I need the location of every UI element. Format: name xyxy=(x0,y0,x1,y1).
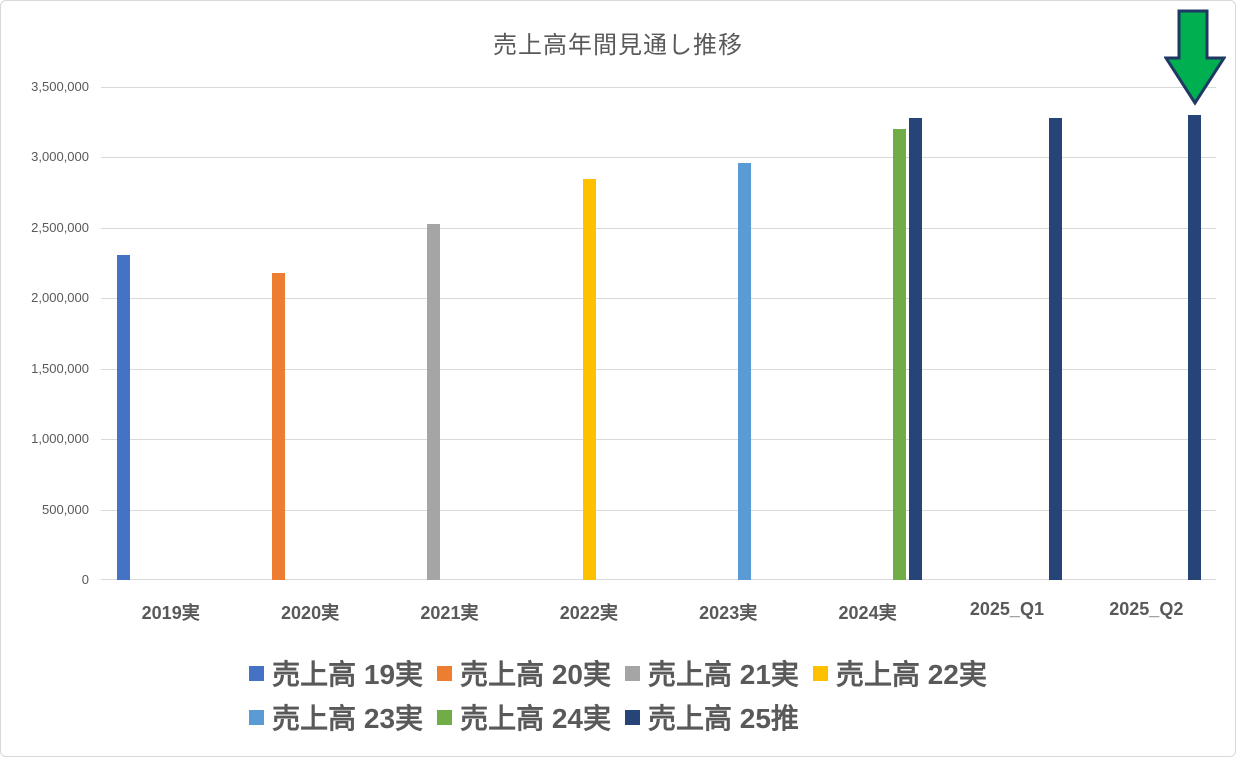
legend-label: 売上高 19実 xyxy=(272,659,424,690)
legend-item-売上高 23実[interactable]: 売上高 23実 xyxy=(249,697,423,737)
legend-item-売上高 22実[interactable]: 売上高 22実 xyxy=(812,653,987,693)
bar-売上高 25推-2025_Q1[interactable] xyxy=(1048,118,1062,580)
gridline xyxy=(101,439,1216,440)
chart-title[interactable]: 売上高年間見通し推移 xyxy=(493,32,743,59)
y-axis-label: 1,000,000 xyxy=(31,431,89,446)
gridline xyxy=(101,87,1216,88)
gridline xyxy=(101,228,1216,229)
x-axis-label-2021実: 2021実 xyxy=(420,603,479,623)
bar-売上高 20実-2020実[interactable] xyxy=(271,273,285,580)
gridline xyxy=(101,510,1216,511)
bar-売上高 25推-2025_Q2[interactable] xyxy=(1188,115,1202,580)
bar-売上高 23実-2023実[interactable] xyxy=(738,163,751,580)
x-axis-label-2023実: 2023実 xyxy=(699,603,758,623)
legend-marker-icon xyxy=(437,709,453,725)
legend-label: 売上高 21実 xyxy=(648,659,799,690)
x-axis: 2019実 2020実 2021実 2022実 2023実 2024実 2025_Q1 202… xyxy=(101,599,1216,629)
bar-売上高 19実-2019実[interactable] xyxy=(116,255,130,580)
legend-item-売上高 24実[interactable]: 売上高 24実 xyxy=(437,697,611,737)
gridline xyxy=(101,298,1216,299)
legend-label: 売上高 22実 xyxy=(835,659,987,690)
gridline xyxy=(101,157,1216,158)
x-axis-label-2025_Q2: 2025_Q2 xyxy=(1109,599,1184,619)
y-axis-label: 1,500,000 xyxy=(31,361,89,376)
y-axis-label: 3,500,000 xyxy=(31,79,89,94)
legend: 売上高 19実 売上高 20実 売上高 21実 売上高 22実 売上高 23実 売上高 2… xyxy=(1,651,1235,739)
x-axis-label-2022実: 2022実 xyxy=(559,603,618,623)
bar-売上高 21実-2021実[interactable] xyxy=(427,224,441,580)
legend-row-1: 売上高 19実 売上高 20実 売上高 21実 売上高 22実 xyxy=(249,651,987,695)
x-axis-label-2025_Q1: 2025_Q1 xyxy=(969,599,1044,619)
legend-label: 売上高 24実 xyxy=(460,703,611,734)
plot-area xyxy=(101,87,1216,580)
x-axis-label-2019実: 2019実 xyxy=(141,603,200,623)
legend-item-売上高 21実[interactable]: 売上高 21実 xyxy=(625,653,799,693)
y-axis-label: 3,000,000 xyxy=(31,149,89,164)
legend-item-売上高 25推[interactable]: 売上高 25推 xyxy=(625,697,799,737)
legend-marker-icon xyxy=(249,665,265,681)
gridline xyxy=(101,369,1216,370)
y-axis-label: 500,000 xyxy=(42,502,89,517)
y-axis-label: 2,500,000 xyxy=(31,220,89,235)
legend-marker-icon xyxy=(249,709,265,725)
legend-row-2: 売上高 23実 売上高 24実 売上高 25推 xyxy=(249,695,799,739)
y-axis-label: 0 xyxy=(81,572,89,587)
bar-売上高 24実-2024実[interactable] xyxy=(893,129,907,580)
legend-marker-icon xyxy=(625,709,640,725)
x-axis-baseline xyxy=(101,579,1216,580)
legend-label: 売上高 23実 xyxy=(272,703,424,734)
down-arrow-icon[interactable] xyxy=(1164,9,1226,107)
bar-売上高 22実-2022実[interactable] xyxy=(582,179,596,580)
legend-item-売上高 19実[interactable]: 売上高 19実 xyxy=(249,653,423,693)
down-arrow-shape[interactable] xyxy=(1164,9,1226,106)
legend-label: 売上高 25推 xyxy=(648,703,799,734)
legend-marker-icon xyxy=(812,665,828,681)
legend-marker-icon xyxy=(437,665,453,681)
y-axis: 3,500,000 3,000,000 2,500,000 2,000,000 1,50… xyxy=(1,79,89,587)
legend-marker-icon xyxy=(625,665,640,681)
bar-売上高 25推-2024実[interactable] xyxy=(909,118,923,580)
x-axis-label-2020実: 2020実 xyxy=(281,603,340,623)
legend-label: 売上高 20実 xyxy=(460,659,611,690)
x-axis-label-2024実: 2024実 xyxy=(838,603,897,623)
y-axis-label: 2,000,000 xyxy=(31,290,89,305)
legend-item-売上高 20実[interactable]: 売上高 20実 xyxy=(437,653,611,693)
